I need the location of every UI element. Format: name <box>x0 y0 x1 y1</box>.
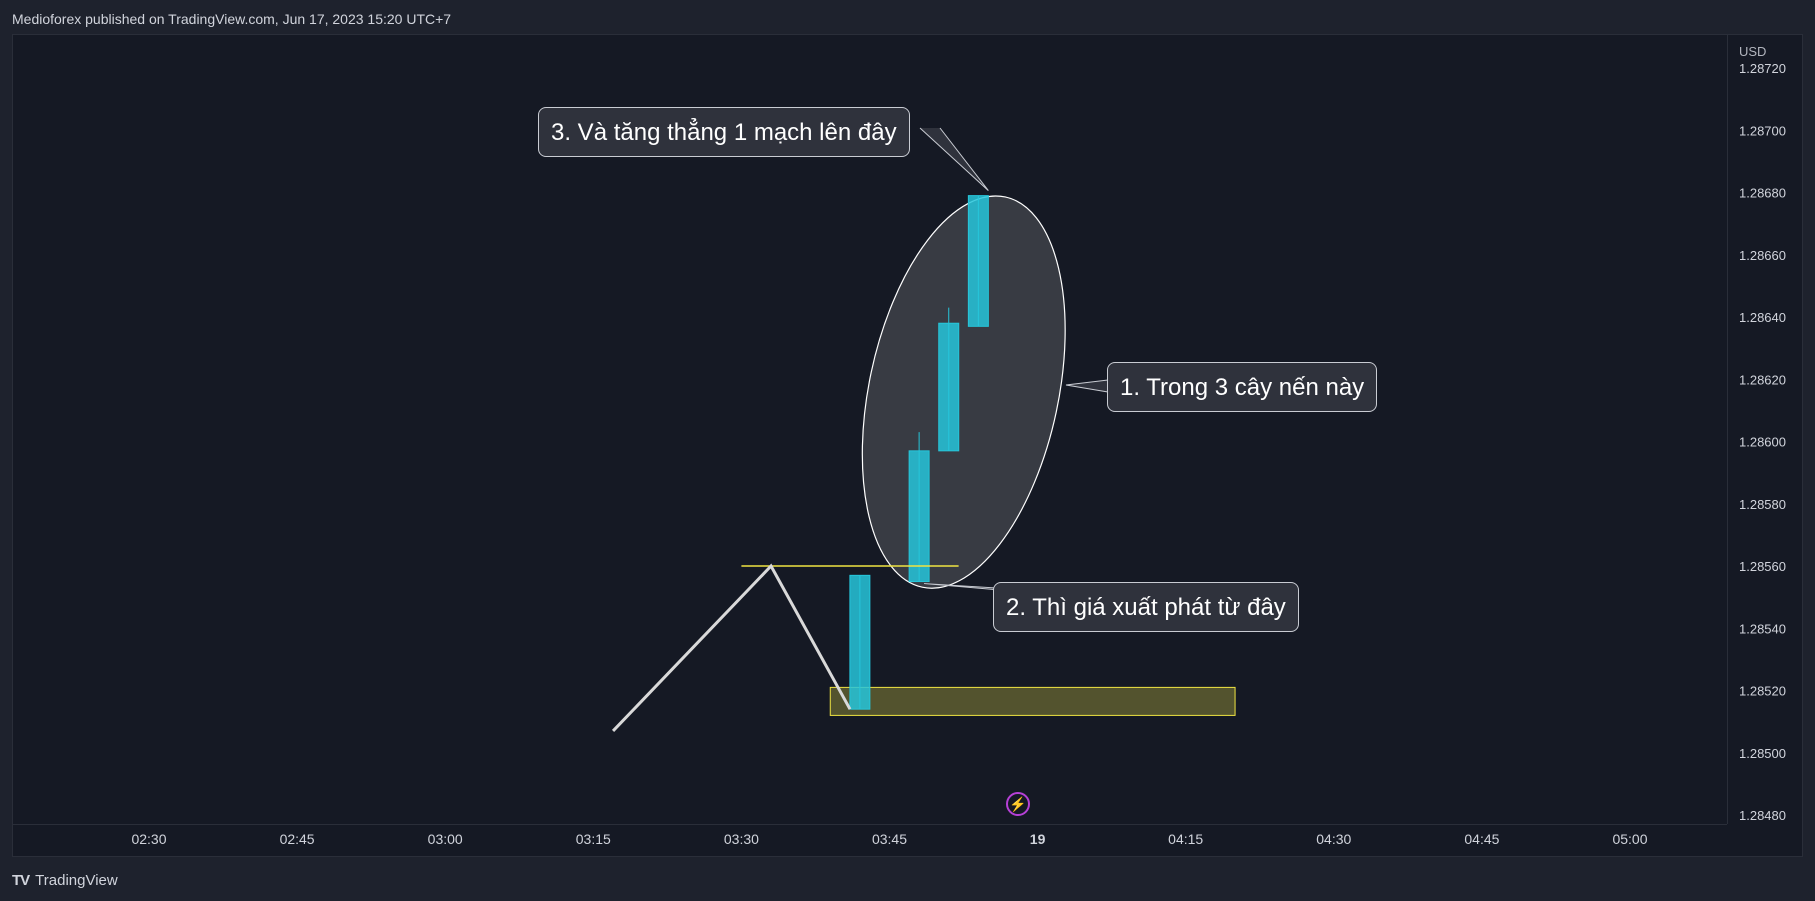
price-tick-label: 1.28620 <box>1739 372 1786 387</box>
currency-label: USD <box>1739 44 1766 59</box>
candle-body <box>908 450 930 583</box>
callout-2[interactable]: 2. Thì giá xuất phát từ đây <box>993 582 1299 632</box>
candle-layer <box>849 195 989 710</box>
price-tick-label: 1.28580 <box>1739 497 1786 512</box>
price-axis-labels: USD 1.28720 1.28700 1.28680 1.28660 1.28640 1.… <box>1739 44 1786 823</box>
zone-layer <box>829 686 1236 716</box>
publish-header: Medioforex published on TradingView.com,… <box>12 11 452 27</box>
candle-body <box>938 322 960 452</box>
time-tick-label: 03:45 <box>872 831 907 847</box>
time-axis-labels: 02:30 02:45 03:00 03:15 03:30 03:45 19 04:15 04:… <box>131 831 1647 847</box>
price-tick-label: 1.28640 <box>1739 310 1786 325</box>
time-scale[interactable] <box>12 824 1727 857</box>
highlight-ellipse <box>861 195 1066 589</box>
time-tick-label: 04:30 <box>1316 831 1351 847</box>
time-tick-label: 03:15 <box>576 831 611 847</box>
price-tick-label: 1.28600 <box>1739 435 1786 450</box>
callout-3-pointer <box>919 127 989 191</box>
time-tick-label: 04:15 <box>1168 831 1203 847</box>
callout-1-pointer <box>1065 379 1109 393</box>
drawing-layer <box>611 563 959 732</box>
callout-3[interactable]: 3. Và tăng thẳng 1 mạch lên đây <box>538 107 910 157</box>
candle-body <box>967 195 989 327</box>
callout-1[interactable]: 1. Trong 3 cây nến này <box>1107 362 1378 412</box>
price-tick-label: 1.28500 <box>1739 746 1786 761</box>
time-tick-label: 19 <box>1030 831 1046 847</box>
tradingview-logo-icon: TV <box>12 871 30 889</box>
ellipse-layer <box>861 195 1066 589</box>
support-zone <box>829 686 1236 716</box>
time-tick-label: 03:30 <box>724 831 759 847</box>
time-tick-label: 05:00 <box>1612 831 1647 847</box>
price-scale[interactable] <box>1727 34 1803 824</box>
footer-branding[interactable]: TV TradingView <box>12 868 118 892</box>
price-tick-label: 1.28660 <box>1739 248 1786 263</box>
price-tick-label: 1.28700 <box>1739 123 1786 138</box>
time-tick-label: 04:45 <box>1464 831 1499 847</box>
price-tick-label: 1.28520 <box>1739 684 1786 699</box>
lightning-icon[interactable]: ⚡ <box>1006 792 1030 816</box>
time-tick-label: 03:00 <box>428 831 463 847</box>
brand-label: TradingView <box>35 871 118 889</box>
zigzag-line <box>611 563 852 732</box>
time-tick-label: 02:45 <box>280 831 315 847</box>
price-tick-label: 1.28720 <box>1739 61 1786 76</box>
price-tick-label: 1.28560 <box>1739 559 1786 574</box>
candle-body <box>849 574 871 710</box>
price-tick-label: 1.28480 <box>1739 808 1786 823</box>
time-tick-label: 02:30 <box>131 831 166 847</box>
price-tick-label: 1.28680 <box>1739 186 1786 201</box>
price-tick-label: 1.28540 <box>1739 621 1786 636</box>
